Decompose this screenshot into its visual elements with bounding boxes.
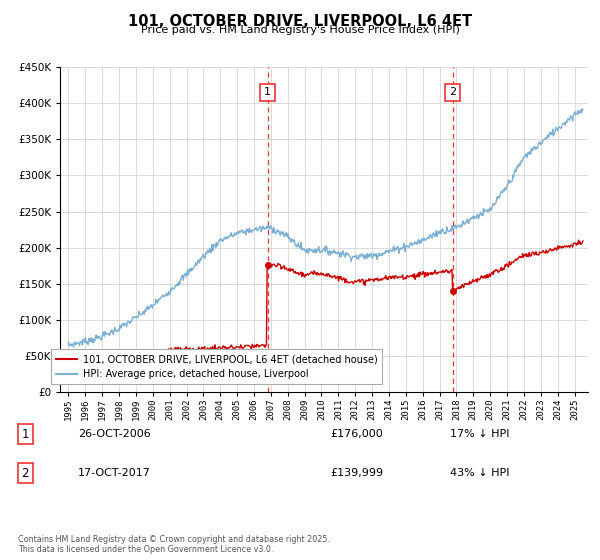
Text: £176,000: £176,000 xyxy=(330,429,383,439)
Text: 17-OCT-2017: 17-OCT-2017 xyxy=(78,468,151,478)
Text: 2: 2 xyxy=(449,87,457,97)
Legend: 101, OCTOBER DRIVE, LIVERPOOL, L6 4ET (detached house), HPI: Average price, deta: 101, OCTOBER DRIVE, LIVERPOOL, L6 4ET (d… xyxy=(51,349,382,384)
Text: 17% ↓ HPI: 17% ↓ HPI xyxy=(450,429,509,439)
Text: 2: 2 xyxy=(22,466,29,480)
Text: 26-OCT-2006: 26-OCT-2006 xyxy=(78,429,151,439)
Text: Contains HM Land Registry data © Crown copyright and database right 2025.
This d: Contains HM Land Registry data © Crown c… xyxy=(18,535,330,554)
Text: £139,999: £139,999 xyxy=(330,468,383,478)
Text: 101, OCTOBER DRIVE, LIVERPOOL, L6 4ET: 101, OCTOBER DRIVE, LIVERPOOL, L6 4ET xyxy=(128,14,472,29)
Text: 1: 1 xyxy=(22,427,29,441)
Text: Price paid vs. HM Land Registry's House Price Index (HPI): Price paid vs. HM Land Registry's House … xyxy=(140,25,460,35)
Text: 43% ↓ HPI: 43% ↓ HPI xyxy=(450,468,509,478)
Text: 1: 1 xyxy=(265,87,271,97)
